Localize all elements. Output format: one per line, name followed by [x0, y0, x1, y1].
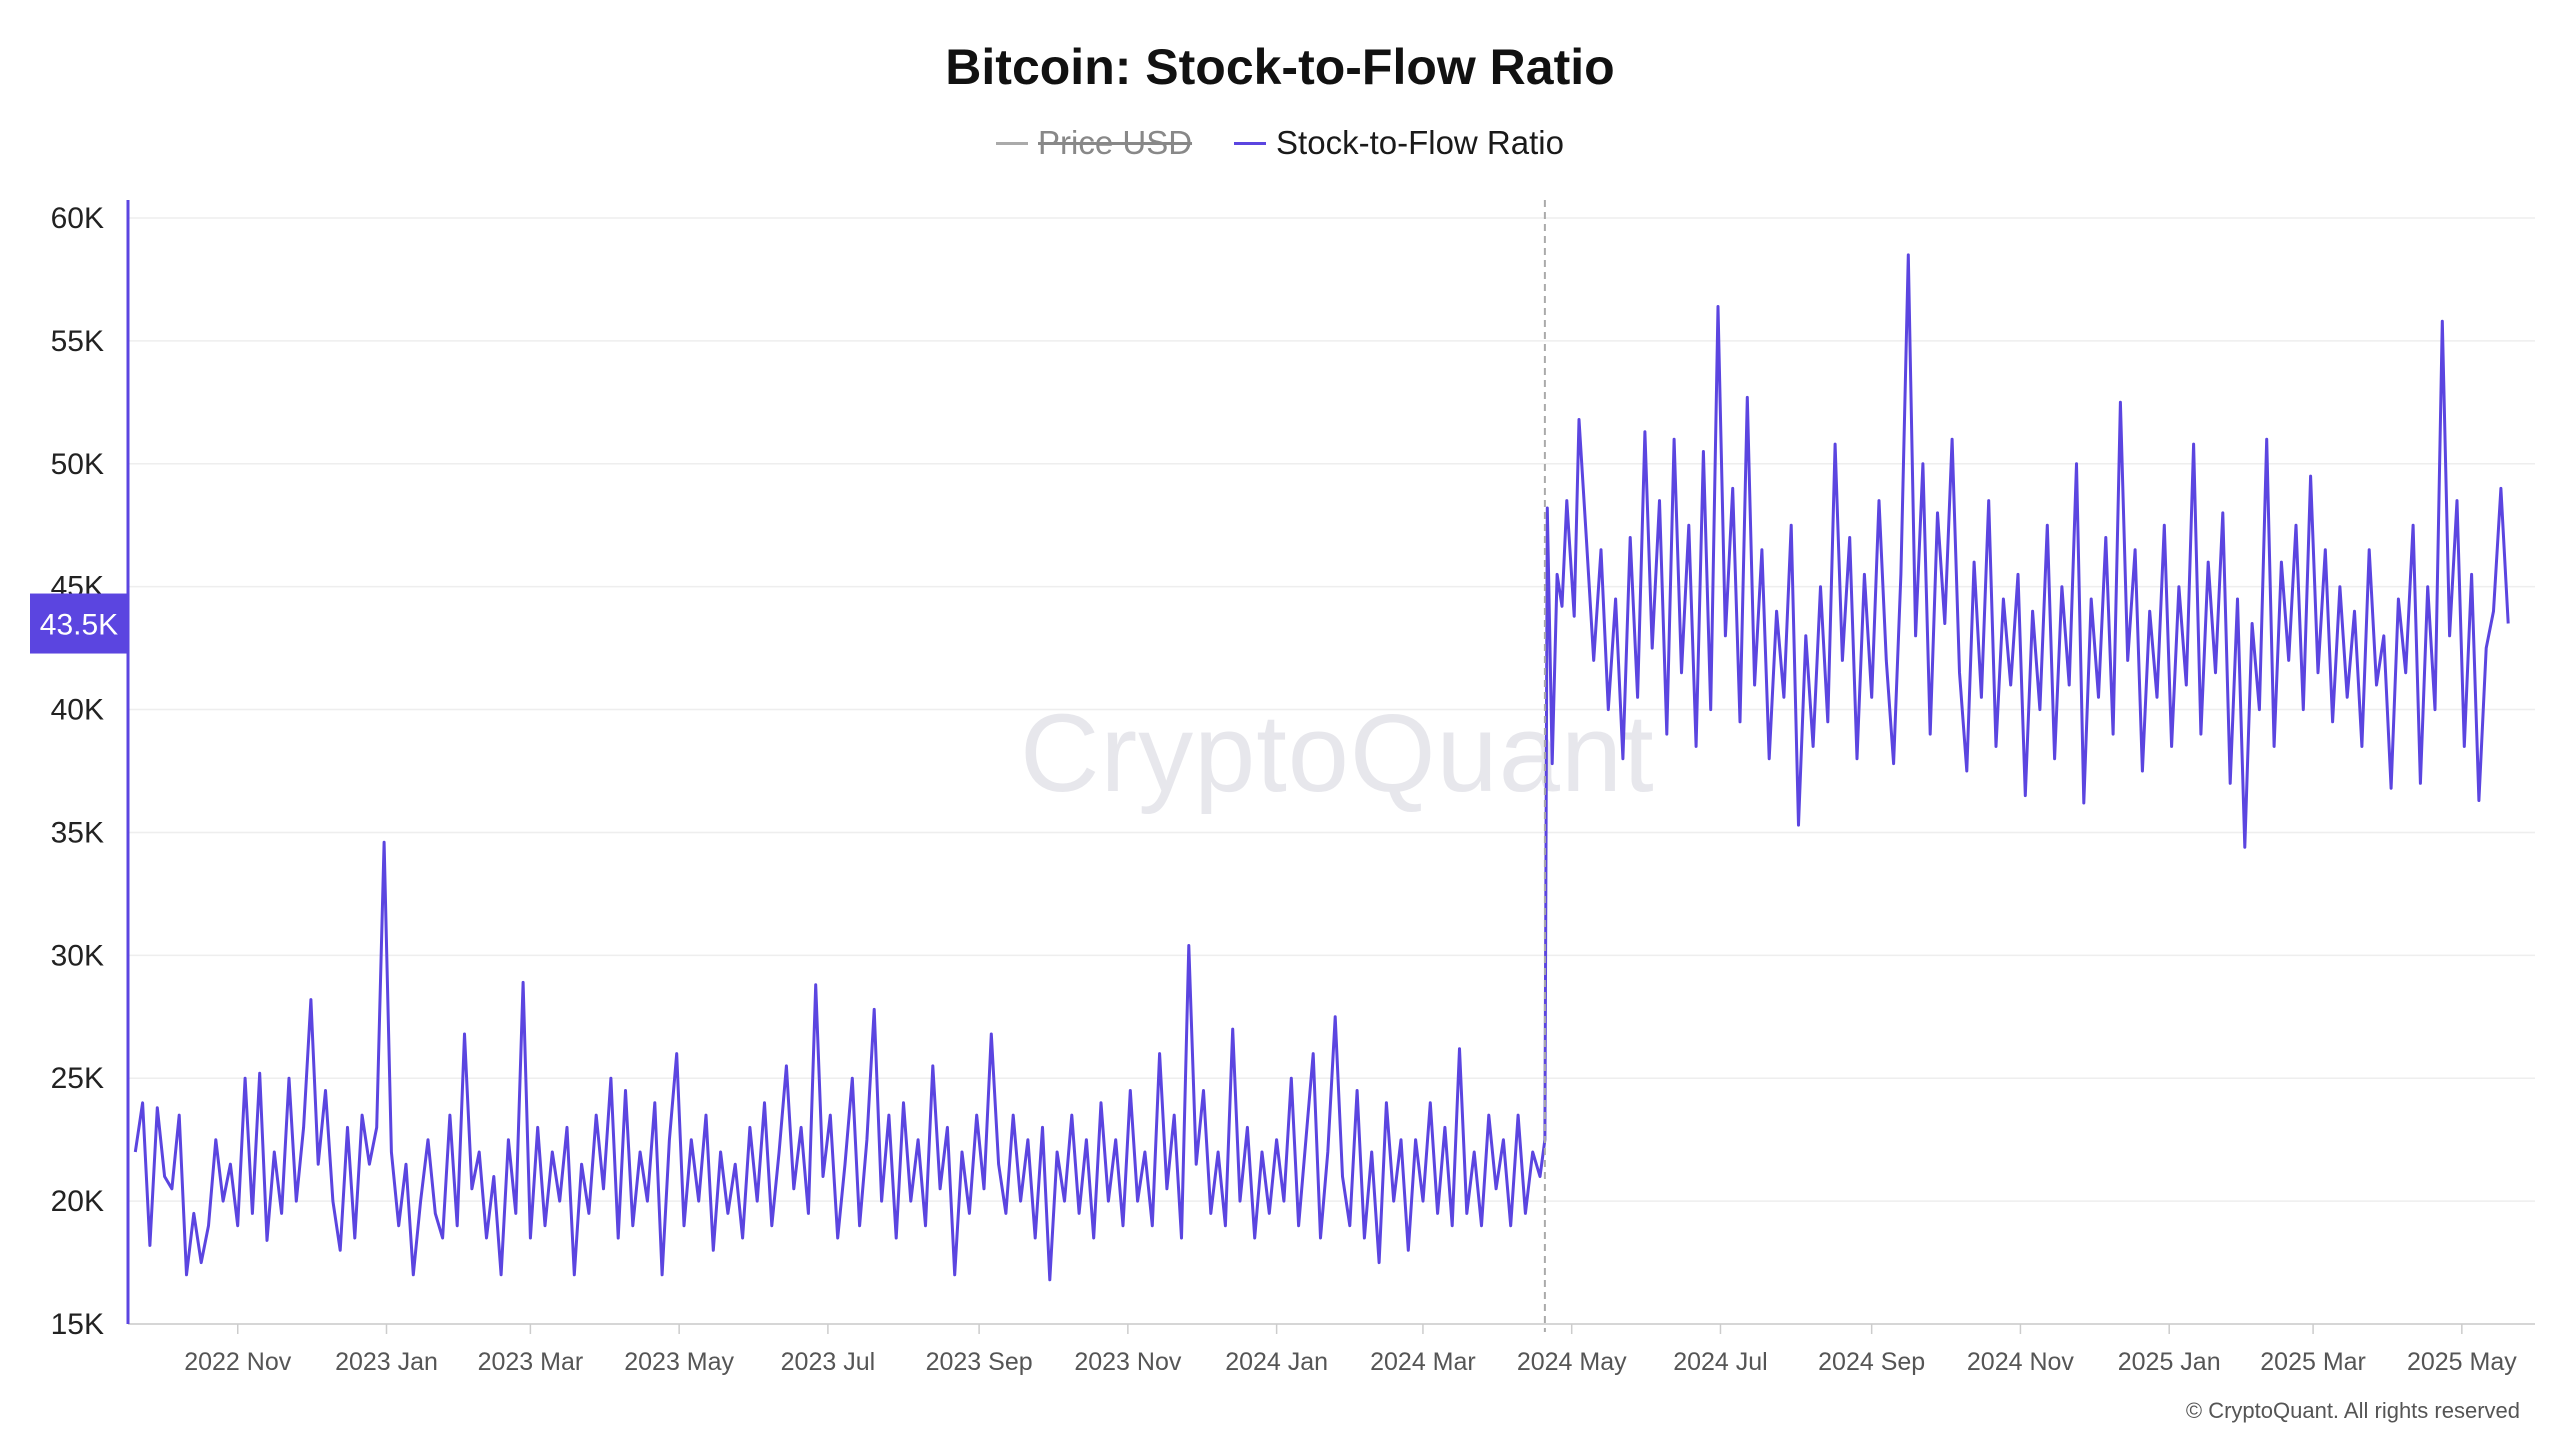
watermark: CryptoQuant: [1020, 692, 1655, 815]
x-tick-label: 2023 Mar: [478, 1348, 584, 1376]
series-line-stock-to-flow: [133, 253, 2510, 1282]
y-tick-label: 55K: [51, 325, 104, 358]
x-tick-label: 2024 Mar: [1370, 1348, 1476, 1376]
x-tick-label: 2024 Nov: [1967, 1348, 2075, 1376]
x-tick-label: 2024 Sep: [1818, 1348, 1925, 1376]
current-value-label: 43.5K: [40, 609, 118, 642]
copyright: © CryptoQuant. All rights reserved: [2185, 1398, 2520, 1423]
y-tick-label: 15K: [51, 1308, 104, 1341]
x-tick-label: 2023 May: [624, 1348, 734, 1376]
y-tick-label: 40K: [51, 694, 104, 727]
x-axis: 2022 Nov 2023 Jan 2023 Mar 2023 May 2023 Jul…: [128, 1323, 2535, 1376]
x-tick-label: 2024 Jul: [1673, 1348, 1768, 1376]
chart-title: Bitcoin: Stock-to-Flow Ratio: [945, 39, 1615, 95]
legend-item-stock-to-flow[interactable]: Stock-to-Flow Ratio: [1234, 124, 1564, 162]
y-tick-label: 30K: [51, 939, 104, 972]
grid-lines: [128, 217, 2535, 1325]
y-tick-label: 50K: [51, 448, 104, 481]
legend: Price USD Stock-to-Flow Ratio: [0, 124, 2560, 162]
y-tick-label: 60K: [51, 202, 104, 235]
x-tick-label: 2023 Jul: [781, 1348, 876, 1376]
legend-swatch-price-usd: [996, 141, 1029, 145]
y-tick-label: 20K: [51, 1185, 104, 1218]
x-tick-label: 2024 Jan: [1225, 1348, 1328, 1376]
legend-label-price-usd: Price USD: [1038, 124, 1193, 161]
legend-item-price-usd[interactable]: Price USD: [996, 124, 1192, 162]
x-tick-label: 2025 Mar: [2260, 1348, 2366, 1376]
y-tick-label: 25K: [51, 1062, 104, 1095]
current-value-box: [30, 593, 128, 654]
x-tick-label: 2025 Jan: [2118, 1348, 2221, 1376]
x-tick-label: 2023 Nov: [1074, 1348, 1182, 1376]
current-value-tag: 43.5K: [30, 593, 128, 654]
legend-swatch-stock-to-flow: [1234, 141, 1267, 145]
series-stock-to-flow: [133, 253, 2510, 1282]
x-tick-label: 2023 Sep: [926, 1348, 1033, 1376]
x-tick-label: 2025 May: [2407, 1348, 2517, 1376]
y-tick-label: 35K: [51, 816, 104, 849]
legend-label-stock-to-flow: Stock-to-Flow Ratio: [1276, 124, 1564, 161]
x-tick-label: 2022 Nov: [184, 1348, 292, 1376]
x-tick-label: 2023 Jan: [335, 1348, 438, 1376]
x-tick-label: 2024 May: [1517, 1348, 1627, 1376]
